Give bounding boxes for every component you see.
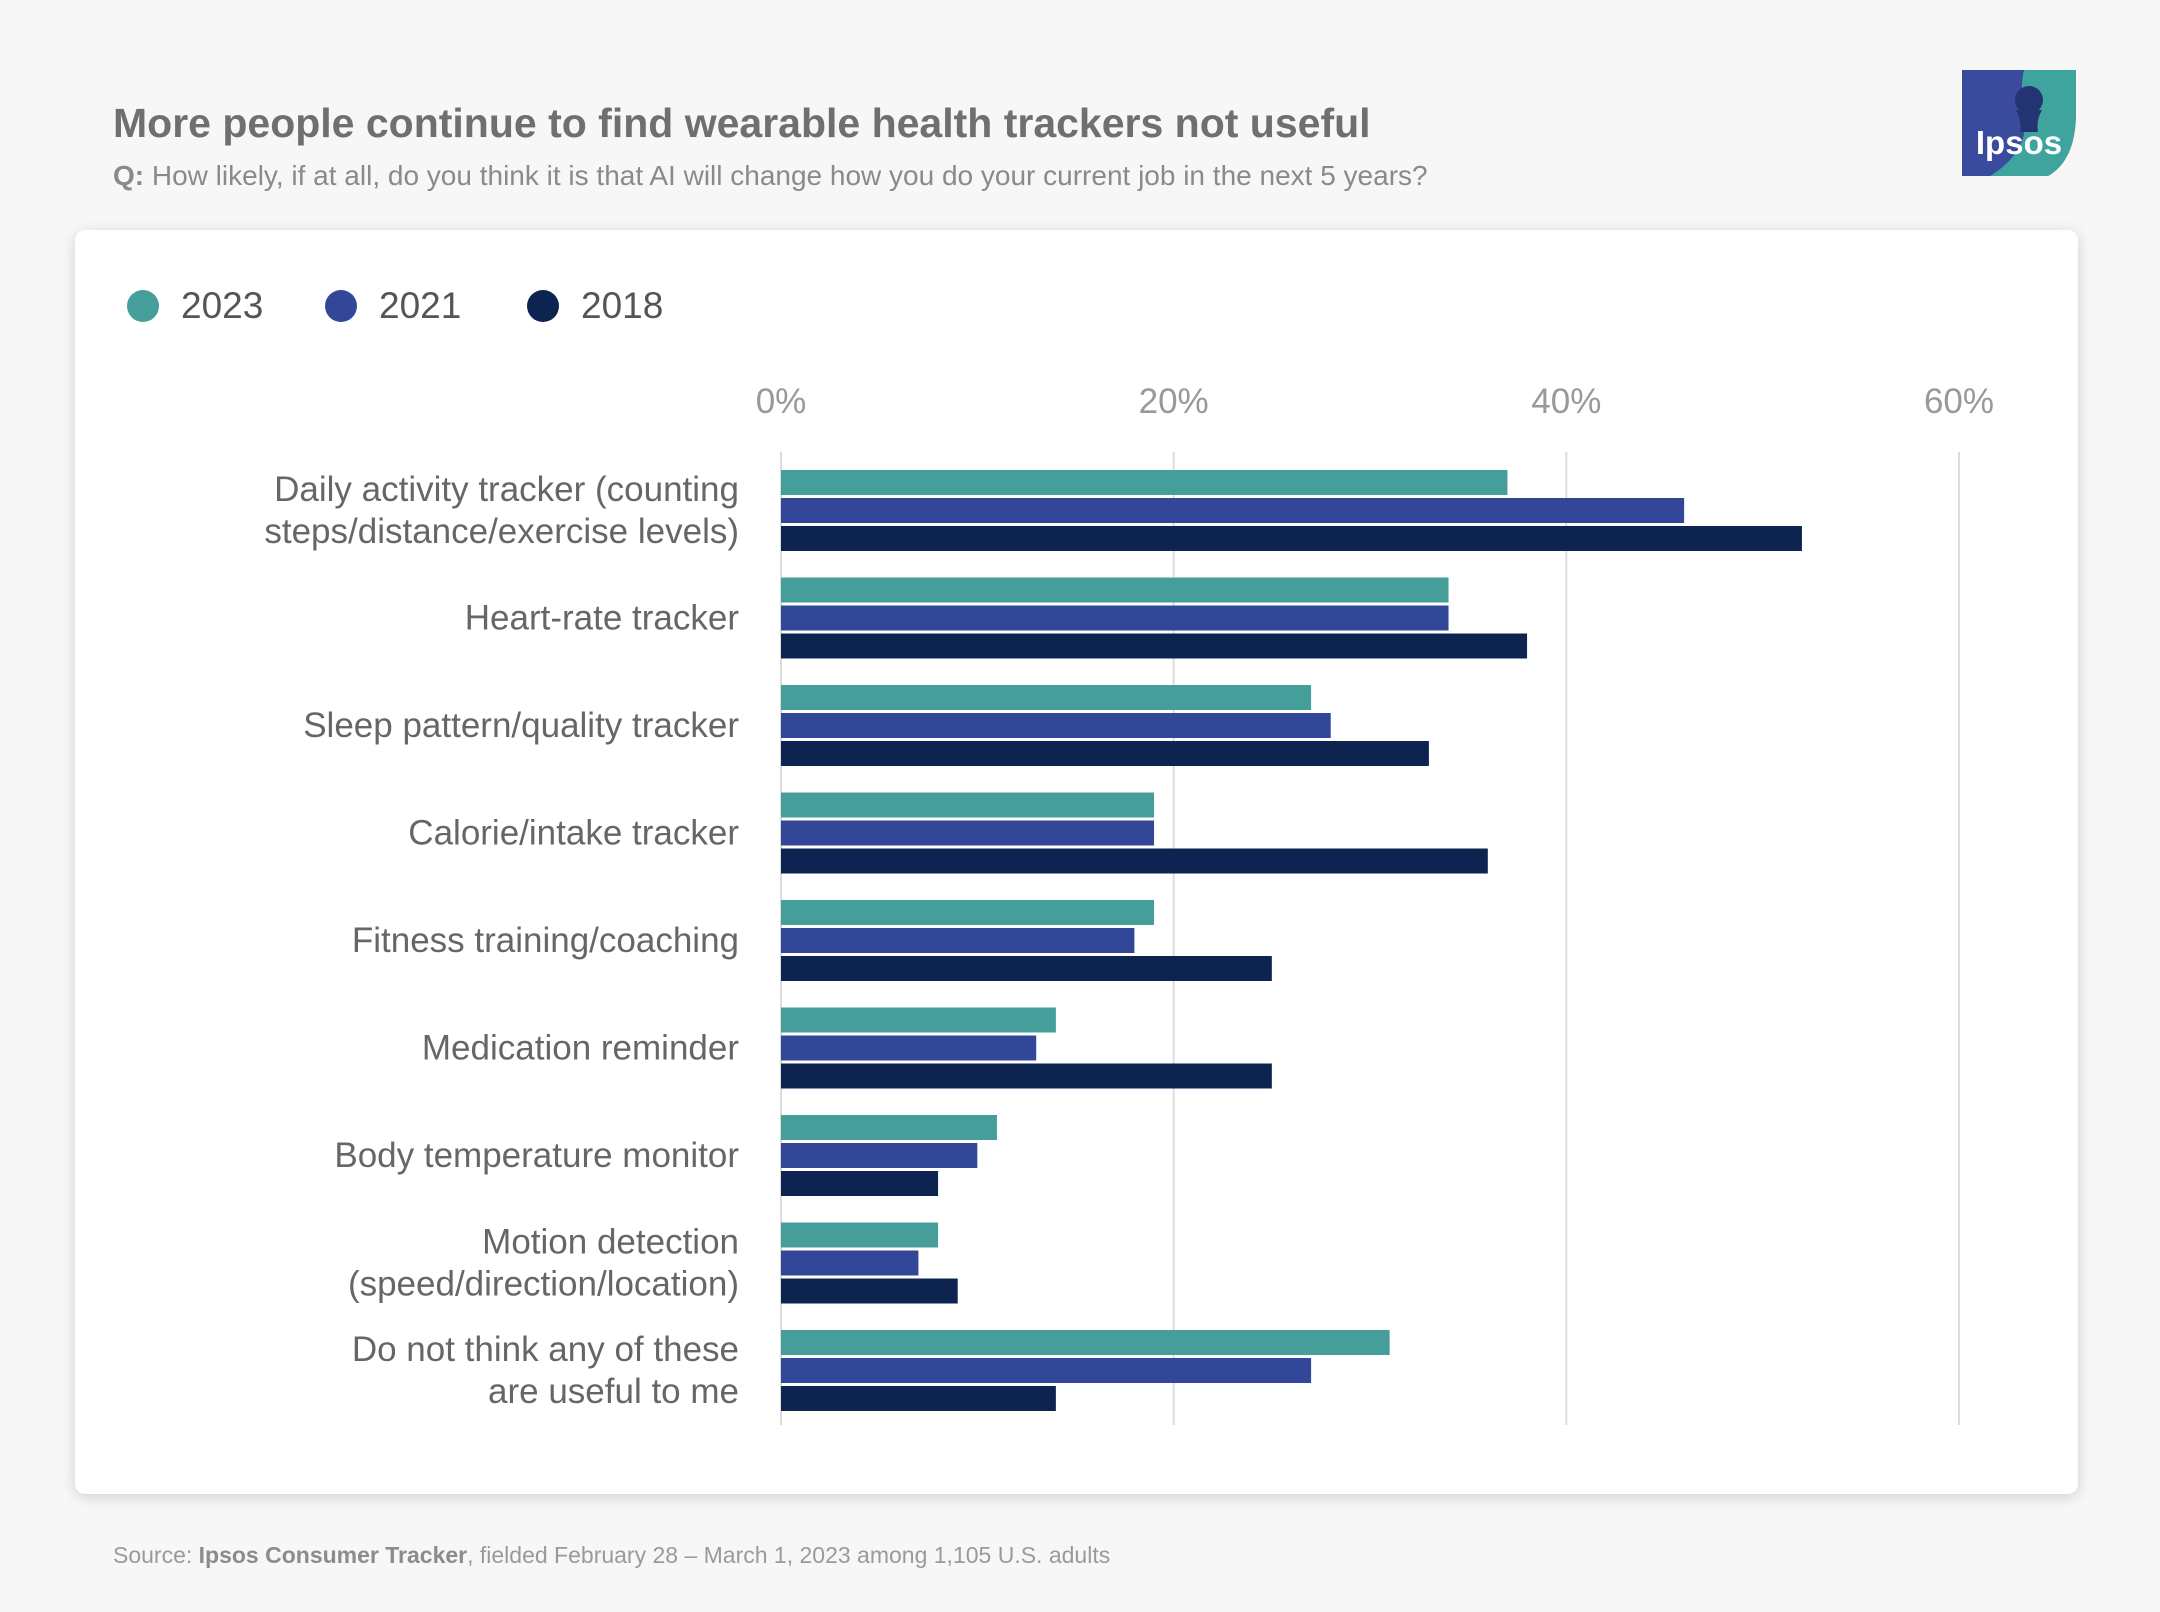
category-label-1-0: Heart-rate tracker [465, 599, 740, 638]
category-label-7-1: (speed/direction/location) [348, 1265, 739, 1304]
legend-dot-2021 [325, 290, 357, 322]
legend-item-2021: 2021 [325, 282, 461, 330]
bar-2018-3 [781, 848, 1488, 874]
bar-2021-6 [781, 1143, 978, 1168]
bar-2018-4 [781, 956, 1272, 981]
bar-2021-4 [781, 928, 1135, 953]
bar-2018-7 [781, 1278, 958, 1304]
x-tick-label-20: 20% [1139, 382, 1209, 421]
category-label-0-1: steps/distance/exercise levels) [264, 512, 739, 551]
x-tick-label-0: 0% [756, 382, 807, 421]
bar-chart: 0% 20% 40% 60% Daily activity tracker (count… [264, 382, 1994, 1425]
category-label-0-0: Daily activity tracker (counting [274, 470, 739, 509]
bar-2018-5 [781, 1063, 1272, 1089]
source-prefix: Source: [113, 1542, 193, 1568]
legend-item-2018: 2018 [527, 282, 663, 330]
legend-label-2021: 2021 [379, 285, 462, 326]
category-label-5-0: Medication reminder [422, 1029, 739, 1068]
bar-2023-1 [781, 577, 1449, 603]
bar-2018-1 [781, 633, 1528, 659]
bar-2021-5 [781, 1035, 1037, 1061]
bar-2021-1 [781, 605, 1449, 631]
bar-2021-0 [781, 498, 1685, 523]
category-label-7-0: Motion detection [482, 1223, 739, 1262]
bar-2023-0 [781, 470, 1508, 495]
category-label-6-0: Body temperature monitor [334, 1136, 739, 1175]
bar-2023-7 [781, 1222, 939, 1248]
bar-2021-7 [781, 1250, 919, 1276]
logo-text: Ipsos [1976, 124, 2062, 161]
bar-2021-2 [781, 713, 1331, 738]
x-tick-label-60: 60% [1924, 382, 1994, 421]
legend-dot-2023 [127, 290, 159, 322]
category-label-3-0: Calorie/intake tracker [408, 814, 739, 853]
bar-2021-3 [781, 820, 1155, 846]
category-label-2-0: Sleep pattern/quality tracker [303, 706, 739, 745]
bar-2021-8 [781, 1358, 1312, 1383]
legend-dot-2018 [527, 290, 559, 322]
bar-2018-0 [781, 526, 1802, 551]
bar-2018-8 [781, 1386, 1056, 1411]
legend-label-2018: 2018 [581, 285, 664, 326]
x-tick-label-40: 40% [1531, 382, 1601, 421]
legend-item-2023: 2023 [127, 282, 263, 330]
source-note: Source: Ipsos Consumer Tracker, fielded … [113, 1542, 1110, 1569]
bar-2023-3 [781, 792, 1155, 818]
category-label-4-0: Fitness training/coaching [352, 921, 739, 960]
bar-2023-2 [781, 685, 1312, 710]
bar-2023-8 [781, 1330, 1390, 1355]
source-details: , fielded February 28 – March 1, 2023 am… [467, 1542, 1111, 1568]
legend-label-2023: 2023 [181, 285, 264, 326]
ipsos-logo-icon: Ipsos [1962, 70, 2076, 176]
source-name: Ipsos Consumer Tracker [198, 1542, 468, 1568]
bar-2018-2 [781, 741, 1429, 766]
bar-2023-6 [781, 1115, 997, 1140]
question-text: How likely, if at all, do you think it i… [151, 160, 1428, 191]
bar-2018-6 [781, 1171, 939, 1196]
question-prefix: Q: [113, 160, 145, 191]
chart-title: More people continue to find wearable he… [113, 100, 1371, 146]
category-label-8-0: Do not think any of these [352, 1330, 739, 1369]
bar-2023-5 [781, 1007, 1056, 1033]
category-label-8-1: are useful to me [488, 1372, 739, 1411]
chart-subtitle: Q: How likely, if at all, do you think i… [113, 160, 1428, 192]
chart-card: 2023 2021 2018 0% 20% 40% 60% Daily activity… [75, 230, 2078, 1494]
bar-2023-4 [781, 900, 1155, 925]
